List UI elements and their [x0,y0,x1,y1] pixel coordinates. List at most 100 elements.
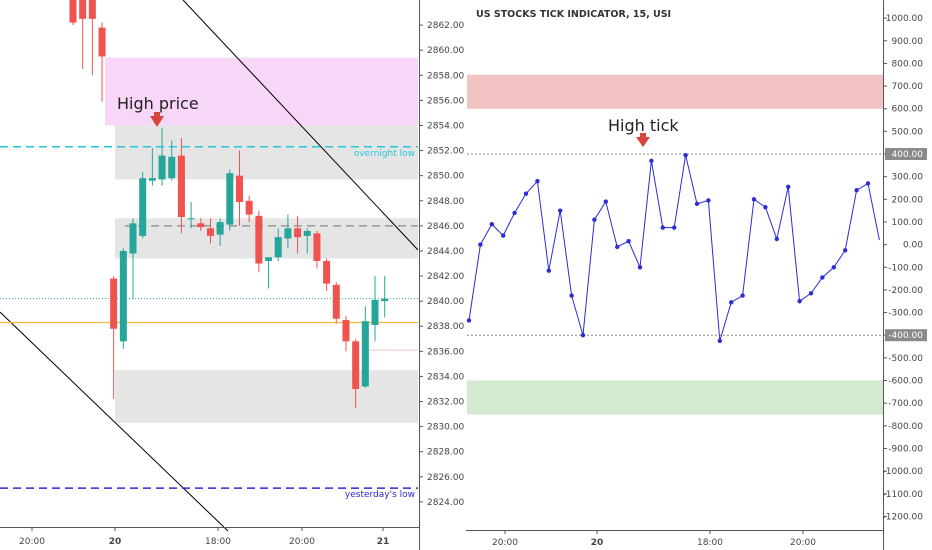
price-time-tick-label-3: 20:00 [289,537,315,547]
tick-axis-label-13: -300.00 [888,309,923,319]
candle-body-7 [139,178,147,236]
tick-point-17 [660,225,665,230]
price-tick-label-3: 2830.00 [427,423,464,433]
tick-point-4 [512,210,517,216]
candle-body-29 [352,341,360,389]
tick-point-32 [831,265,836,270]
price-tick-label-8: 2840.00 [427,297,464,307]
tick-axis-label-1: 900.00 [892,37,924,47]
candle-body-14 [206,228,214,236]
price-tick-label-15: 2854.00 [427,121,464,131]
candle-body-12 [187,218,195,220]
candle-body-5 [119,250,127,342]
tick-axis-badge-6 [885,148,927,161]
tick-point-28 [786,184,791,190]
tick-point-0 [466,318,472,323]
tick-point-3 [501,233,506,238]
tick-point-24 [740,293,745,298]
price-time-ticks: 20:00 20 18:00 20:00 21 [19,527,389,547]
tick-point-26 [763,205,768,210]
tick-axis-label-6: 400.00 [892,150,924,160]
zone-grey-3 [115,370,418,423]
tick-point-7 [546,268,551,273]
tick-point-22 [717,338,722,344]
candle-body-23 [294,228,302,238]
tick-axis-label-20: -1000.00 [883,467,924,477]
price-tick-label-17: 2858.00 [427,71,464,81]
tick-point-20 [694,201,700,207]
tick-point-27 [774,236,779,242]
high-price-annotation: High price [117,94,199,127]
tick-axis-label-2: 800.00 [892,59,924,69]
candle-body-10 [168,156,176,179]
tick-axis-label-11: -100.00 [888,263,923,273]
tick-point-15 [637,265,643,270]
tick-axis-label-22: -1200.00 [883,512,924,522]
tick-zones [467,74,883,415]
candle-body-17 [235,175,243,203]
candle-body-6 [129,223,137,254]
price-tick-label-19: 2862.00 [427,21,464,31]
price-tick-label-11: 2846.00 [427,222,464,232]
tick-axis-label-15: -500.00 [888,354,923,364]
high-tick-annotation: High tick [608,116,679,147]
price-time-tick-label-4: 21 [377,537,390,547]
price-levels: overnight low yesterday's low [0,146,418,500]
candle-body-25 [313,233,321,261]
candle-body-19 [255,215,263,264]
tick-zone-green [467,380,883,415]
high-tick-label: High tick [608,116,679,135]
high-tick-arrow-icon [636,137,650,147]
tick-point-11 [592,217,597,222]
tick-axis-label-16: -600.00 [888,377,923,387]
tick-point-12 [603,199,608,204]
tick-axis-label-21: -1100.00 [883,490,924,500]
tick-zone-red [467,74,883,109]
candle-body-8 [148,178,156,181]
zone-grey-2 [115,218,418,259]
tick-axis-label-12: -200.00 [888,286,923,296]
candle-body-1 [79,0,87,19]
candle-body-27 [332,284,340,319]
tick-point-21 [706,198,711,203]
tick-axis-label-17: -700.00 [888,399,923,409]
tick-point-6 [535,178,540,184]
price-tick-label-1: 2826.00 [427,473,464,483]
tick-time-label-0: 20:00 [492,538,518,548]
tick-axis-label-14: -400.00 [888,331,923,341]
price-tick-label-9: 2842.00 [427,272,464,282]
price-tick-label-12: 2848.00 [427,197,464,207]
tick-point-25 [751,197,757,202]
candle-body-30 [361,321,369,387]
level-label-0: overnight low [354,149,415,159]
tick-chart-title: US STOCKS TICK INDICATOR, 15, USI [476,9,671,20]
tick-indicator-panel: US STOCKS TICK INDICATOR, 15, USI High t… [466,0,927,550]
tick-point-14 [626,239,631,244]
candle-body-22 [284,228,292,239]
price-time-tick-label-1: 20 [109,537,122,547]
tick-levels [467,153,883,336]
tick-point-8 [558,208,563,213]
candle-body-18 [245,200,253,215]
price-tick-label-13: 2850.00 [427,172,464,182]
tick-point-16 [649,158,654,164]
tick-time-label-2: 18:00 [697,538,723,548]
candle-body-28 [342,319,350,342]
tick-axis-label-8: 200.00 [892,195,924,205]
tick-line [468,155,880,342]
candle-body-2 [88,0,96,19]
lower-trend-line [0,311,229,532]
candle-body-32 [381,298,389,302]
high-price-arrow-icon [150,116,164,127]
tick-axis-label-7: 300.00 [892,173,924,183]
tick-axis-label-4: 600.00 [892,105,924,115]
tick-series [466,152,880,344]
tick-axis-label-19: -900.00 [888,444,923,454]
price-tick-label-10: 2844.00 [427,247,464,257]
price-tick-label-7: 2838.00 [427,322,464,332]
price-tick-label-0: 2824.00 [427,498,464,508]
tick-point-13 [615,244,620,250]
tick-point-10 [580,333,586,338]
